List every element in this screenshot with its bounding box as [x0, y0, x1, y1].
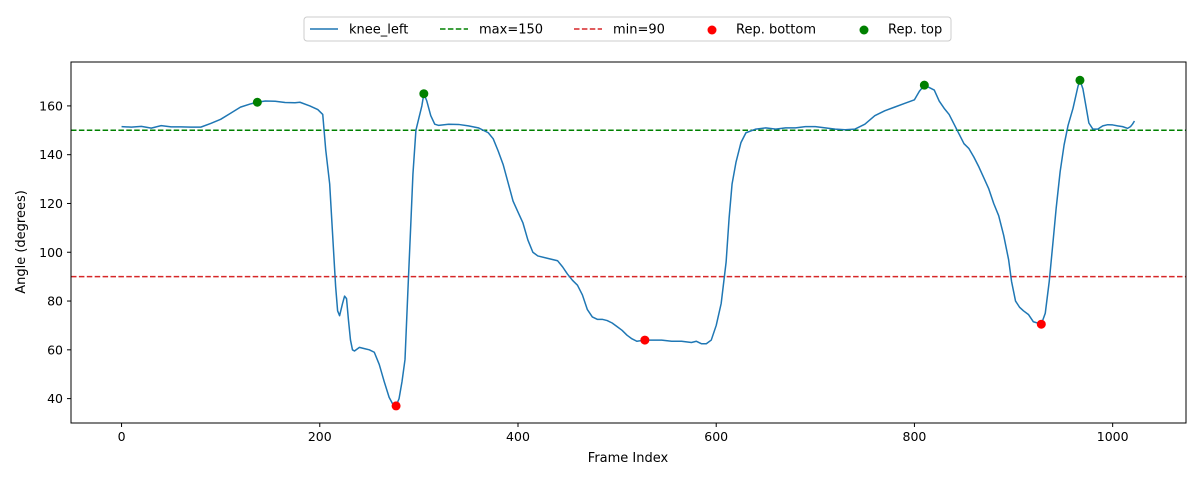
legend-label-rep-top: Rep. top: [888, 23, 942, 38]
legend-label-knee-left: knee_left: [349, 23, 408, 38]
x-tick-label: 800: [903, 429, 927, 444]
rep-top-point: [252, 97, 262, 107]
legend-frame: [303, 16, 952, 42]
rep-top-point: [1075, 75, 1085, 85]
legend-label-rep-bottom: Rep. bottom: [736, 23, 816, 38]
legend-rep-top-marker: [859, 25, 869, 35]
rep-top-point: [419, 89, 429, 99]
legend: knee_left max=150 min=90 Rep. bottom Rep…: [303, 16, 952, 42]
x-tick-label: 400: [506, 429, 530, 444]
y-tick-label: 120: [39, 196, 63, 211]
y-tick-label: 60: [47, 342, 63, 357]
x-axis-label: Frame Index: [588, 451, 669, 466]
plot-area: [71, 75, 1186, 411]
y-tick-label: 40: [47, 391, 63, 406]
rep-bottom-point: [640, 335, 650, 345]
y-tick-label: 140: [39, 147, 63, 162]
plot-content: [71, 75, 1186, 411]
series-line-knee-left: [121, 79, 1136, 407]
legend-rep-bottom-marker: [707, 25, 717, 35]
x-tick-label: 200: [308, 429, 332, 444]
legend-label-min: min=90: [613, 23, 665, 38]
y-tick-label: 100: [39, 245, 63, 260]
legend-label-max: max=150: [479, 23, 543, 38]
y-tick-label: 160: [39, 98, 63, 113]
y-axis-label: Angle (degrees): [14, 190, 29, 294]
x-tick-label: 600: [704, 429, 728, 444]
rep-top-point: [919, 80, 929, 90]
rep-bottom-point: [1036, 319, 1046, 329]
rep-bottom-point: [391, 401, 401, 411]
axes-frame: [70, 61, 1187, 424]
x-tick-label: 1000: [1097, 429, 1129, 444]
y-tick-label: 80: [47, 294, 63, 309]
x-tick-label: 0: [118, 429, 126, 444]
axes: 0 200 400 600 800 1000 40 60 80 100 120 140 160: [39, 61, 1187, 444]
